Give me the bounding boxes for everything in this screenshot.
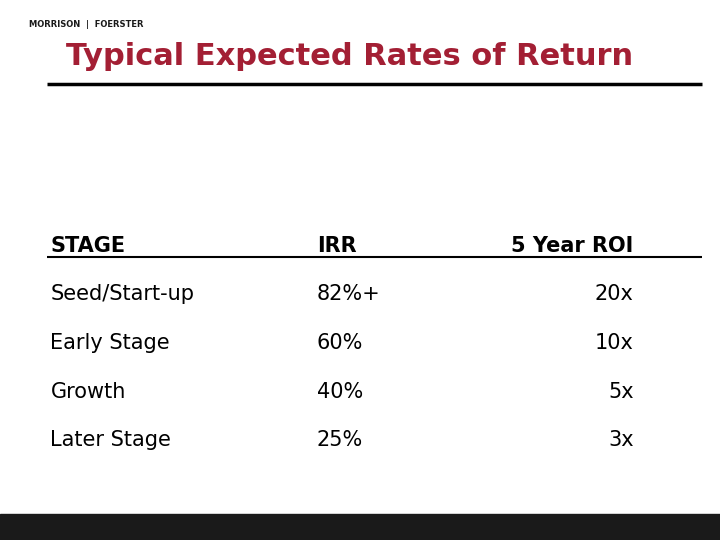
Text: IRR: IRR <box>317 235 356 256</box>
Text: 3x: 3x <box>608 430 634 450</box>
Text: 10x: 10x <box>595 333 634 353</box>
Text: 5x: 5x <box>608 381 634 402</box>
Text: 40%: 40% <box>317 381 363 402</box>
Text: 13: 13 <box>674 517 691 530</box>
Text: 25%: 25% <box>317 430 363 450</box>
Text: MORRISON  |  FOERSTER: MORRISON | FOERSTER <box>29 20 143 29</box>
Text: Early Stage: Early Stage <box>50 333 170 353</box>
Text: Seed/Start-up: Seed/Start-up <box>50 284 194 305</box>
Text: 20x: 20x <box>595 284 634 305</box>
Text: 82%+: 82%+ <box>317 284 381 305</box>
Text: 5 Year ROI: 5 Year ROI <box>511 235 634 256</box>
Text: Typical Expected Rates of Return: Typical Expected Rates of Return <box>66 42 634 71</box>
Text: Growth: Growth <box>50 381 126 402</box>
Text: Later Stage: Later Stage <box>50 430 171 450</box>
Text: 60%: 60% <box>317 333 363 353</box>
Text: STAGE: STAGE <box>50 235 125 256</box>
